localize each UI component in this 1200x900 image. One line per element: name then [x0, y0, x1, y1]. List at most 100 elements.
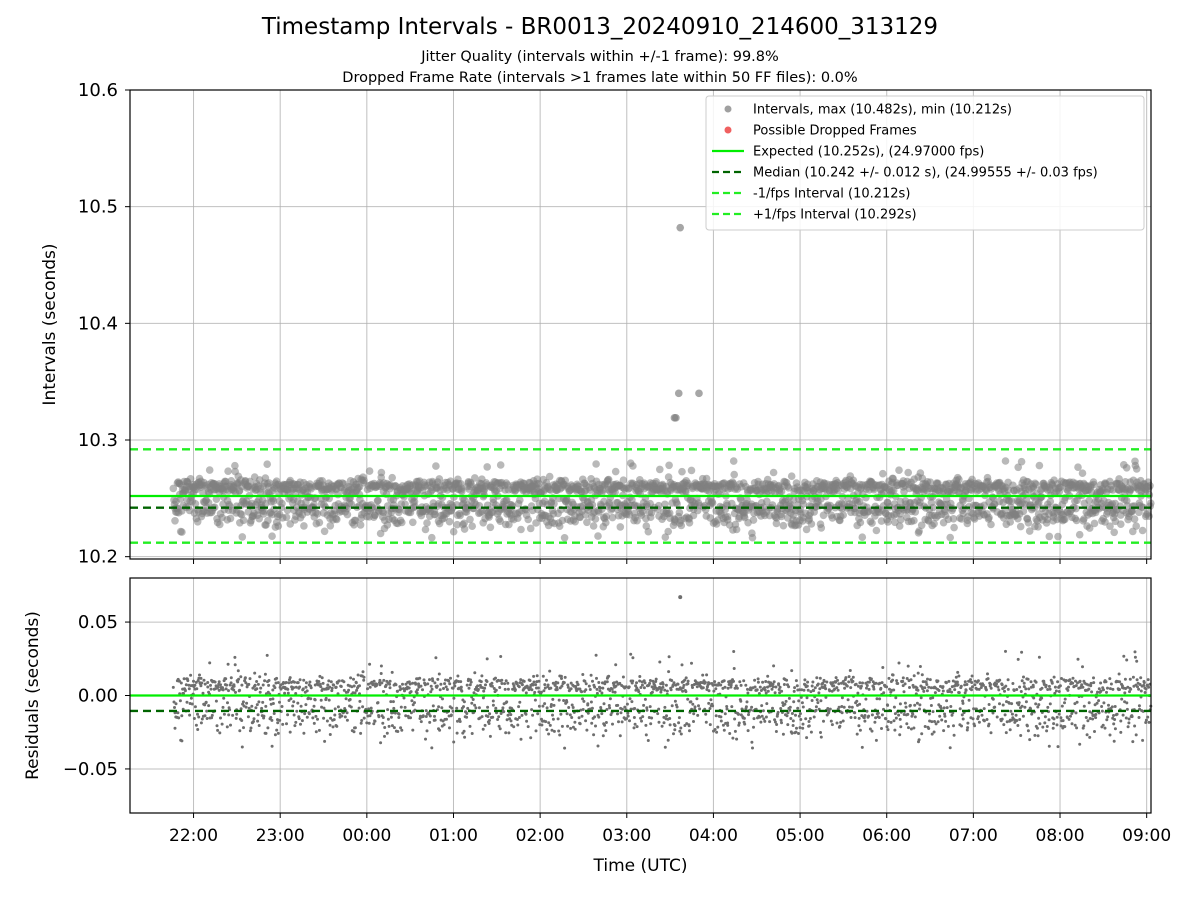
residual-point [810, 699, 814, 702]
residual-point [530, 688, 534, 692]
residual-point [172, 700, 176, 704]
residual-point [286, 691, 290, 695]
residual-point [654, 677, 658, 681]
residual-point [397, 716, 401, 719]
residual-point [332, 683, 336, 687]
residual-point [321, 687, 325, 691]
residual-point [668, 717, 672, 720]
residual-point [257, 724, 261, 727]
interval-point [401, 500, 409, 509]
residual-point [534, 683, 538, 687]
residual-point [531, 713, 535, 717]
residual-point [267, 683, 271, 687]
residual-point [931, 710, 935, 714]
residual-point [421, 714, 425, 718]
residual-point [437, 672, 441, 676]
interval-point [374, 496, 382, 505]
residual-point [218, 731, 222, 735]
residual-point [788, 708, 792, 712]
residual-point [984, 688, 988, 692]
residual-point [273, 733, 277, 737]
residual-point [322, 706, 326, 710]
residual-point [260, 706, 264, 710]
residual-point [418, 676, 422, 680]
residual-point [244, 705, 248, 709]
residual-point [758, 685, 762, 689]
interval-point [313, 510, 322, 518]
residual-point [536, 686, 540, 690]
x-tick-label: 06:00 [862, 826, 911, 846]
residual-point [205, 717, 209, 720]
residual-point [566, 685, 570, 689]
residual-point [816, 701, 820, 705]
residual-point [362, 675, 366, 679]
residual-point [413, 708, 417, 712]
residual-point [362, 678, 366, 682]
residual-point [973, 724, 977, 728]
legend-marker [724, 105, 732, 113]
residual-point [625, 717, 628, 721]
interval-point [608, 513, 617, 522]
residual-point [319, 698, 323, 702]
residual-point [794, 679, 798, 683]
residual-point [381, 721, 385, 725]
residual-point [880, 713, 884, 717]
residual-point [1090, 690, 1094, 694]
residual-point [378, 678, 382, 682]
residual-point [1071, 676, 1075, 680]
interval-point [263, 460, 272, 469]
residual-point [375, 682, 379, 686]
residual-point [880, 727, 883, 730]
residual-point [390, 724, 394, 728]
residual-point [486, 715, 490, 718]
residual-point [256, 682, 260, 686]
residual-point [828, 689, 832, 693]
residual-point [775, 723, 779, 726]
residual-point [522, 679, 526, 683]
interval-outlier-point [674, 389, 683, 398]
residual-point [490, 681, 494, 685]
residual-point [225, 683, 229, 687]
residual-point [874, 738, 878, 742]
interval-point [1001, 457, 1010, 465]
interval-point [673, 500, 681, 508]
residual-point [411, 681, 415, 685]
residual-point [361, 705, 365, 709]
residual-point [928, 678, 932, 682]
residual-point [991, 697, 995, 701]
residual-point [190, 702, 194, 706]
interval-point [1132, 522, 1140, 530]
residual-point [232, 688, 236, 692]
residual-point [808, 717, 812, 720]
residual-point [485, 657, 489, 661]
residual-point [234, 716, 238, 720]
residual-point [819, 735, 823, 739]
residual-point [486, 705, 490, 709]
residual-point [438, 728, 442, 732]
residual-point [425, 729, 429, 733]
interval-point [326, 522, 335, 530]
residual-point [359, 731, 363, 735]
residual-point [1146, 678, 1150, 682]
residual-point [761, 680, 765, 684]
residual-point [673, 699, 677, 703]
residual-point [858, 728, 862, 732]
residual-point [308, 680, 312, 684]
interval-point [274, 522, 283, 530]
residual-point [663, 745, 667, 749]
residual-point [409, 716, 412, 720]
residual-point [373, 719, 377, 723]
residual-point [197, 715, 201, 719]
residual-point [1073, 723, 1077, 727]
residual-point [849, 716, 853, 719]
residual-point [1050, 681, 1054, 685]
residual-point [292, 700, 296, 704]
residual-point [832, 684, 836, 688]
residual-point [905, 722, 909, 726]
residual-point [504, 731, 508, 735]
residual-point [520, 713, 524, 717]
residual-point [334, 685, 338, 689]
residual-point [309, 697, 313, 701]
interval-point [594, 532, 602, 540]
residual-point [224, 677, 228, 681]
